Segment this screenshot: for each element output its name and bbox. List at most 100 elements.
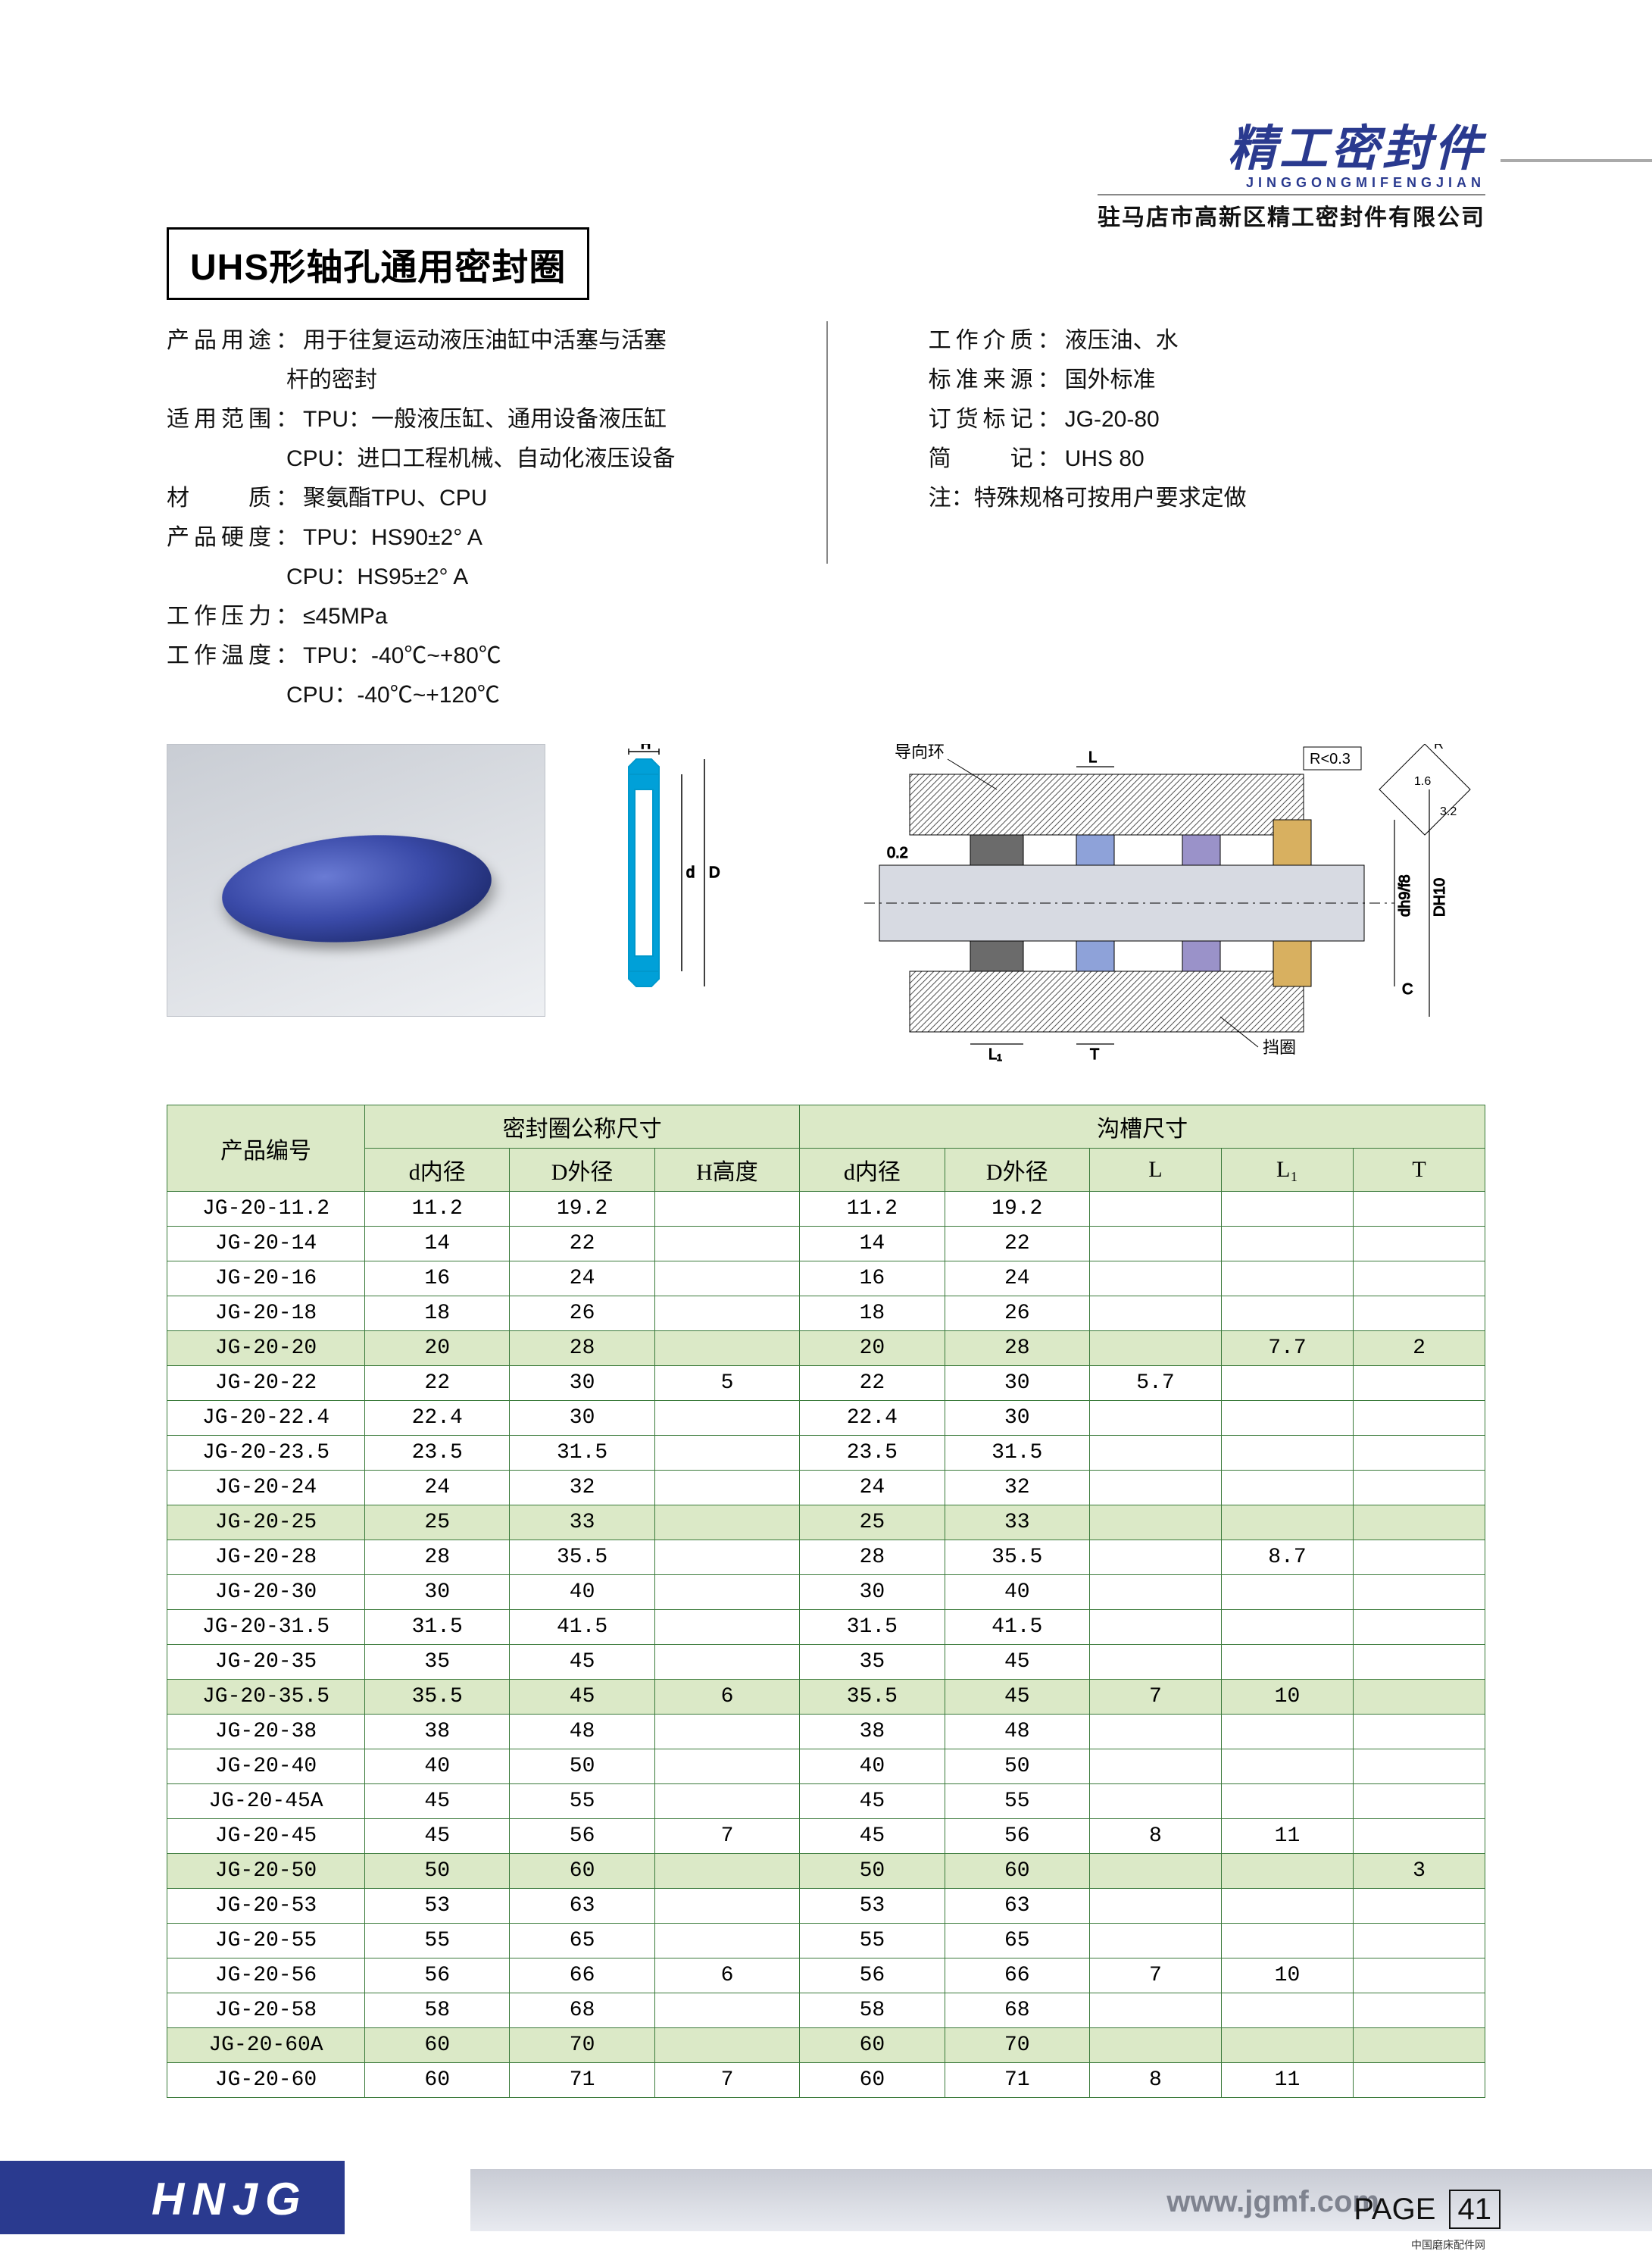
table-cell: 25 [365,1505,510,1540]
table-row: JG-20-50506050603 [167,1854,1485,1889]
table-cell: 24 [945,1261,1089,1296]
table-cell: 22 [800,1366,945,1401]
table-cell: 60 [800,2028,945,2063]
table-cell [654,1993,799,2028]
table-cell: 24 [800,1471,945,1505]
table-cell [1353,1192,1485,1227]
table-row: JG-20-1414221422 [167,1227,1485,1261]
table-cell: 50 [510,1749,654,1784]
table-cell [1221,1924,1353,1958]
table-row: JG-20-22.422.43022.430 [167,1401,1485,1436]
table-cell: 30 [945,1366,1089,1401]
spec-value: CPU：-40℃~+120℃ [286,676,800,715]
table-cell: 45 [945,1645,1089,1680]
table-cell: 10 [1221,1680,1353,1715]
svg-text:R: R [1434,744,1444,752]
table-body: JG-20-11.211.219.211.219.2JG-20-14142214… [167,1192,1485,2098]
table-cell [1221,1715,1353,1749]
table-cell: 3 [1353,1854,1485,1889]
table-cell: 23.5 [800,1436,945,1471]
spec-value: TPU：-40℃~+80℃ [303,643,501,668]
table-cell [1221,1854,1353,1889]
table-cell: 28 [800,1540,945,1575]
table-cell [1353,1784,1485,1819]
table-cell [1353,1540,1485,1575]
table-cell: JG-20-18 [167,1296,365,1331]
table-cell: 7 [1089,1958,1221,1993]
table-cell [654,1261,799,1296]
table-cell: 68 [945,1993,1089,2028]
table-cell [1221,1192,1353,1227]
table-cell: 7.7 [1221,1331,1353,1366]
th-groove: 沟槽尺寸 [800,1105,1485,1149]
table-cell [1353,1401,1485,1436]
spec-value: CPU：HS95±2° A [286,558,800,597]
table-cell: JG-20-31.5 [167,1610,365,1645]
table-cell: 58 [365,1993,510,2028]
table-cell: 33 [510,1505,654,1540]
brand-company: 驻马店市高新区精工密封件有限公司 [1098,194,1485,232]
table-cell [1089,1540,1221,1575]
svg-text:R<0.3: R<0.3 [1310,751,1351,767]
svg-text:3.2: 3.2 [1440,805,1457,818]
table-cell [654,1192,799,1227]
th-L: L [1089,1149,1221,1192]
table-cell [1353,2028,1485,2063]
table-cell: 65 [510,1924,654,1958]
table-cell: 11 [1221,1819,1353,1854]
table-cell: JG-20-22 [167,1366,365,1401]
svg-text:C: C [1402,981,1413,998]
footer-tiny: 中国磨床配件网 [1411,2237,1485,2252]
table-cell: JG-20-58 [167,1993,365,2028]
table-cell: JG-20-60A [167,2028,365,2063]
table-cell [1353,1993,1485,2028]
th-gd: d内径 [800,1149,945,1192]
table-cell: 28 [365,1540,510,1575]
table-cell [1353,1436,1485,1471]
table-cell [654,1227,799,1261]
table-cell: 18 [800,1296,945,1331]
table-cell [1221,1645,1353,1680]
footer-page: PAGE 41 [1354,2193,1501,2227]
th-nominal: 密封圈公称尺寸 [365,1105,800,1149]
spec-area: 产品用途：用于往复运动液压油缸中活塞与活塞 杆的密封 适用范围：TPU：一般液压… [167,321,1485,715]
table-cell [1221,1610,1353,1645]
table-cell: JG-20-40 [167,1749,365,1784]
spec-left-column: 产品用途：用于往复运动液压油缸中活塞与活塞 杆的密封 适用范围：TPU：一般液压… [167,321,800,715]
table-row: JG-20-2525332533 [167,1505,1485,1540]
table-cell [1221,1749,1353,1784]
table-cell: 60 [365,2063,510,2098]
table-cell [1221,1436,1353,1471]
table-cell: 22 [945,1227,1089,1261]
table-cell [1089,1715,1221,1749]
table-cell: 6 [654,1680,799,1715]
table-cell: 66 [510,1958,654,1993]
table-cell [654,1436,799,1471]
table-cell [1353,1296,1485,1331]
svg-text:导向环: 导向环 [895,744,945,761]
brand-title: 精工密封件 [1228,110,1485,180]
table-cell: 35 [800,1645,945,1680]
spec-label: 产品用途： [167,321,303,361]
table-cell: 10 [1221,1958,1353,1993]
table-row: JG-20-45A45554555 [167,1784,1485,1819]
table-cell [1089,1331,1221,1366]
table-cell: 53 [365,1889,510,1924]
spec-value: 液压油、水 [1065,328,1179,353]
table-cell: 48 [510,1715,654,1749]
table-cell [1353,1366,1485,1401]
table-cell [654,1854,799,1889]
th-d: d内径 [365,1149,510,1192]
table-cell: 35.5 [365,1680,510,1715]
table-cell [654,1401,799,1436]
table-row: JG-20-4040504050 [167,1749,1485,1784]
table-cell [1089,1227,1221,1261]
table-cell: JG-20-20 [167,1331,365,1366]
brand-block: 精工密封件 JINGGONGMIFENGJIAN 驻马店市高新区精工密封件有限公… [1098,110,1485,232]
table-cell: 30 [510,1401,654,1436]
table-cell [1353,2063,1485,2098]
th-gD: D外径 [945,1149,1089,1192]
dimension-table: 产品编号 密封圈公称尺寸 沟槽尺寸 d内径 D外径 H高度 d内径 D外径 L … [167,1105,1485,2098]
table-cell: 56 [510,1819,654,1854]
table-cell: 41.5 [945,1610,1089,1645]
